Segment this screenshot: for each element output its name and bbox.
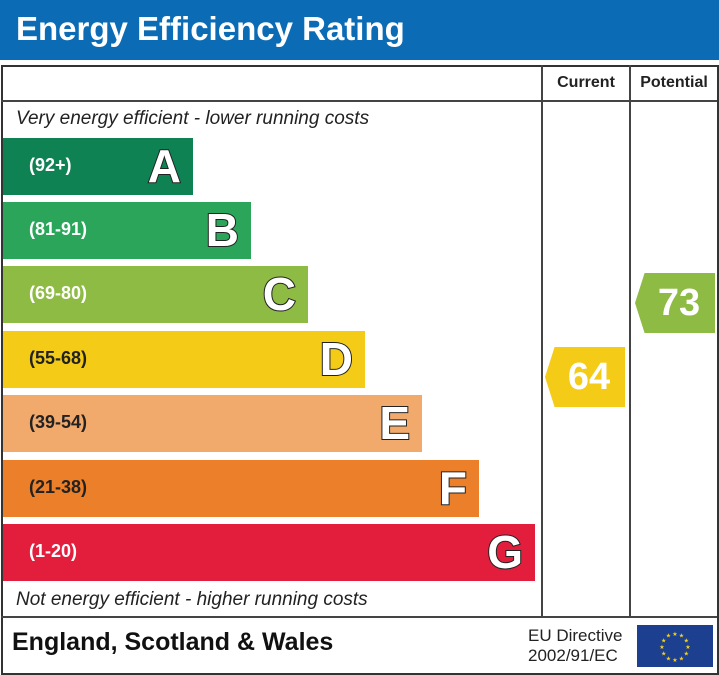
band-bar-c: (69-80) C [3, 266, 308, 323]
star-icon: ★ [679, 655, 684, 662]
star-icon: ★ [685, 644, 690, 651]
band-range: (81-91) [29, 219, 88, 239]
band-letter: D [319, 332, 354, 386]
chart-frame [1, 65, 719, 675]
region-label: England, Scotland & Wales [12, 628, 334, 656]
star-icon: ★ [684, 651, 689, 658]
potential-rating-value: 73 [657, 282, 701, 324]
star-icon: ★ [666, 655, 671, 662]
band-letter: C [262, 267, 297, 321]
bottom-note: Not energy efficient - higher running co… [16, 589, 368, 610]
band-bar-g: (1-20) G [3, 524, 535, 581]
band-range: (55-68) [29, 348, 88, 368]
divider [1, 100, 717, 102]
band-letter: G [486, 525, 524, 579]
band-bar-a: (92+) A [3, 138, 193, 195]
star-icon: ★ [679, 633, 684, 640]
band-range: (39-54) [29, 412, 88, 432]
band-range: (69-80) [29, 283, 88, 303]
band-bar-e: (39-54) E [3, 395, 422, 452]
band-letter: F [438, 461, 468, 515]
star-icon: ★ [661, 638, 666, 645]
star-icon: ★ [666, 633, 671, 640]
star-icon: ★ [661, 651, 666, 658]
star-icon: ★ [659, 644, 664, 651]
band-range: (1-20) [29, 541, 78, 561]
star-icon: ★ [672, 657, 677, 664]
directive-line2: 2002/91/EC [528, 646, 618, 665]
band-bar-d: (55-68) D [3, 331, 365, 388]
star-icon: ★ [684, 638, 689, 645]
band-bar-f: (21-38) F [3, 460, 479, 517]
directive-line1: EU Directive [528, 626, 623, 645]
band-bar-b: (81-91) B [3, 202, 251, 259]
band-letter: B [205, 203, 240, 257]
eu-directive: EU Directive 2002/91/EC [528, 626, 622, 666]
eu-flag-icon: ★ ★★★★★★★★★★★ [637, 625, 713, 667]
band-range: (21-38) [29, 477, 88, 497]
column-header-potential: Potential [640, 74, 708, 91]
column-header-current: Current [557, 74, 615, 91]
band-range: (92+) [29, 155, 72, 175]
potential-rating-arrow: 73 [635, 273, 715, 333]
divider [541, 65, 543, 617]
band-letter: A [147, 139, 182, 193]
star-icon: ★ [672, 631, 677, 638]
page-title: Energy Efficiency Rating [16, 10, 405, 47]
divider [629, 65, 631, 617]
top-note: Very energy efficient - lower running co… [16, 108, 370, 129]
divider [1, 616, 717, 618]
current-rating-arrow: 64 [545, 347, 625, 407]
header-banner: Energy Efficiency Rating [0, 0, 719, 60]
band-letter: E [378, 396, 411, 450]
current-rating-value: 64 [567, 356, 611, 398]
